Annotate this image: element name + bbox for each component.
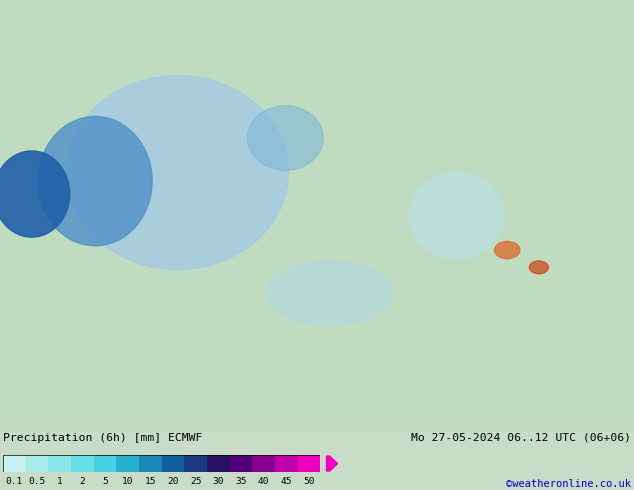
Text: 30: 30: [212, 477, 224, 486]
Text: 20: 20: [167, 477, 179, 486]
Text: Mo 27-05-2024 06..12 UTC (06+06): Mo 27-05-2024 06..12 UTC (06+06): [411, 433, 631, 443]
Ellipse shape: [38, 117, 152, 246]
Text: 5: 5: [102, 477, 108, 486]
Text: 0.5: 0.5: [29, 477, 46, 486]
Bar: [94, 455, 117, 472]
Text: 50: 50: [303, 477, 314, 486]
Text: 1: 1: [57, 477, 63, 486]
Text: Precipitation (6h) [mm] ECMWF: Precipitation (6h) [mm] ECMWF: [3, 433, 202, 443]
Bar: [26, 455, 48, 472]
Ellipse shape: [495, 242, 520, 259]
Text: 40: 40: [258, 477, 269, 486]
Text: 2: 2: [79, 477, 86, 486]
Ellipse shape: [67, 75, 288, 270]
Text: ©weatheronline.co.uk: ©weatheronline.co.uk: [506, 479, 631, 489]
Bar: [48, 455, 71, 472]
Text: 10: 10: [122, 477, 133, 486]
FancyArrow shape: [327, 456, 337, 471]
Text: 25: 25: [190, 477, 202, 486]
Bar: [252, 455, 275, 472]
Bar: [184, 455, 207, 472]
Ellipse shape: [247, 106, 323, 171]
Ellipse shape: [0, 151, 70, 237]
Text: 15: 15: [145, 477, 156, 486]
Bar: [230, 455, 252, 472]
Text: 45: 45: [280, 477, 292, 486]
Text: 0.1: 0.1: [6, 477, 23, 486]
Ellipse shape: [529, 261, 548, 274]
Ellipse shape: [409, 172, 504, 259]
Bar: [162, 455, 184, 472]
Bar: [71, 455, 94, 472]
Ellipse shape: [266, 261, 393, 325]
Bar: [275, 455, 297, 472]
Bar: [207, 455, 230, 472]
Bar: [297, 455, 320, 472]
Bar: [3, 455, 26, 472]
Bar: [117, 455, 139, 472]
Text: 35: 35: [235, 477, 247, 486]
Bar: [139, 455, 162, 472]
